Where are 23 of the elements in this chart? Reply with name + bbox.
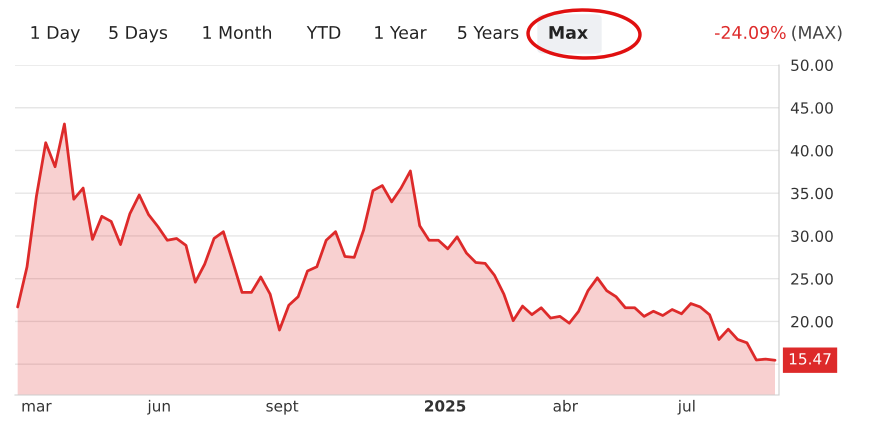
y-tick-label: 25.00 (791, 273, 833, 285)
y-tick-label: 50.00 (791, 59, 833, 72)
text: -24.09% (715, 26, 786, 40)
text: 5 Years (458, 26, 518, 40)
text: Max (550, 26, 588, 40)
y-tick-label: 40.00 (790, 144, 833, 157)
annotation: 15.47 (790, 353, 831, 365)
x-tick-label: mar (22, 402, 52, 412)
y-tick-label: 45.00 (790, 102, 833, 114)
text: 1 Year (375, 26, 427, 40)
x-tick-label: sept (266, 400, 298, 415)
x-tick-label: jun (147, 400, 170, 415)
text: 1 Day (31, 26, 80, 42)
text: 1 Month (203, 26, 272, 40)
x-tick-label: jul (677, 400, 694, 415)
text: (MAX) (792, 26, 842, 42)
text: 5 Days (109, 26, 168, 42)
text: YTD (306, 26, 340, 39)
y-tick-label: 35.00 (791, 188, 833, 200)
x-tick-label: abr (554, 400, 578, 412)
y-tick-label: 30.00 (791, 230, 833, 242)
y-tick-label: 20.00 (791, 316, 833, 328)
x-tick-label: 2025 (425, 400, 466, 412)
